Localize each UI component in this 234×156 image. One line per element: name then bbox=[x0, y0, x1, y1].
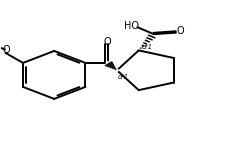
Text: HO: HO bbox=[124, 21, 139, 31]
Text: O: O bbox=[3, 45, 11, 55]
Text: or1: or1 bbox=[118, 74, 129, 80]
Text: O: O bbox=[104, 37, 112, 47]
Text: O: O bbox=[176, 26, 184, 36]
Text: or1: or1 bbox=[142, 44, 153, 50]
